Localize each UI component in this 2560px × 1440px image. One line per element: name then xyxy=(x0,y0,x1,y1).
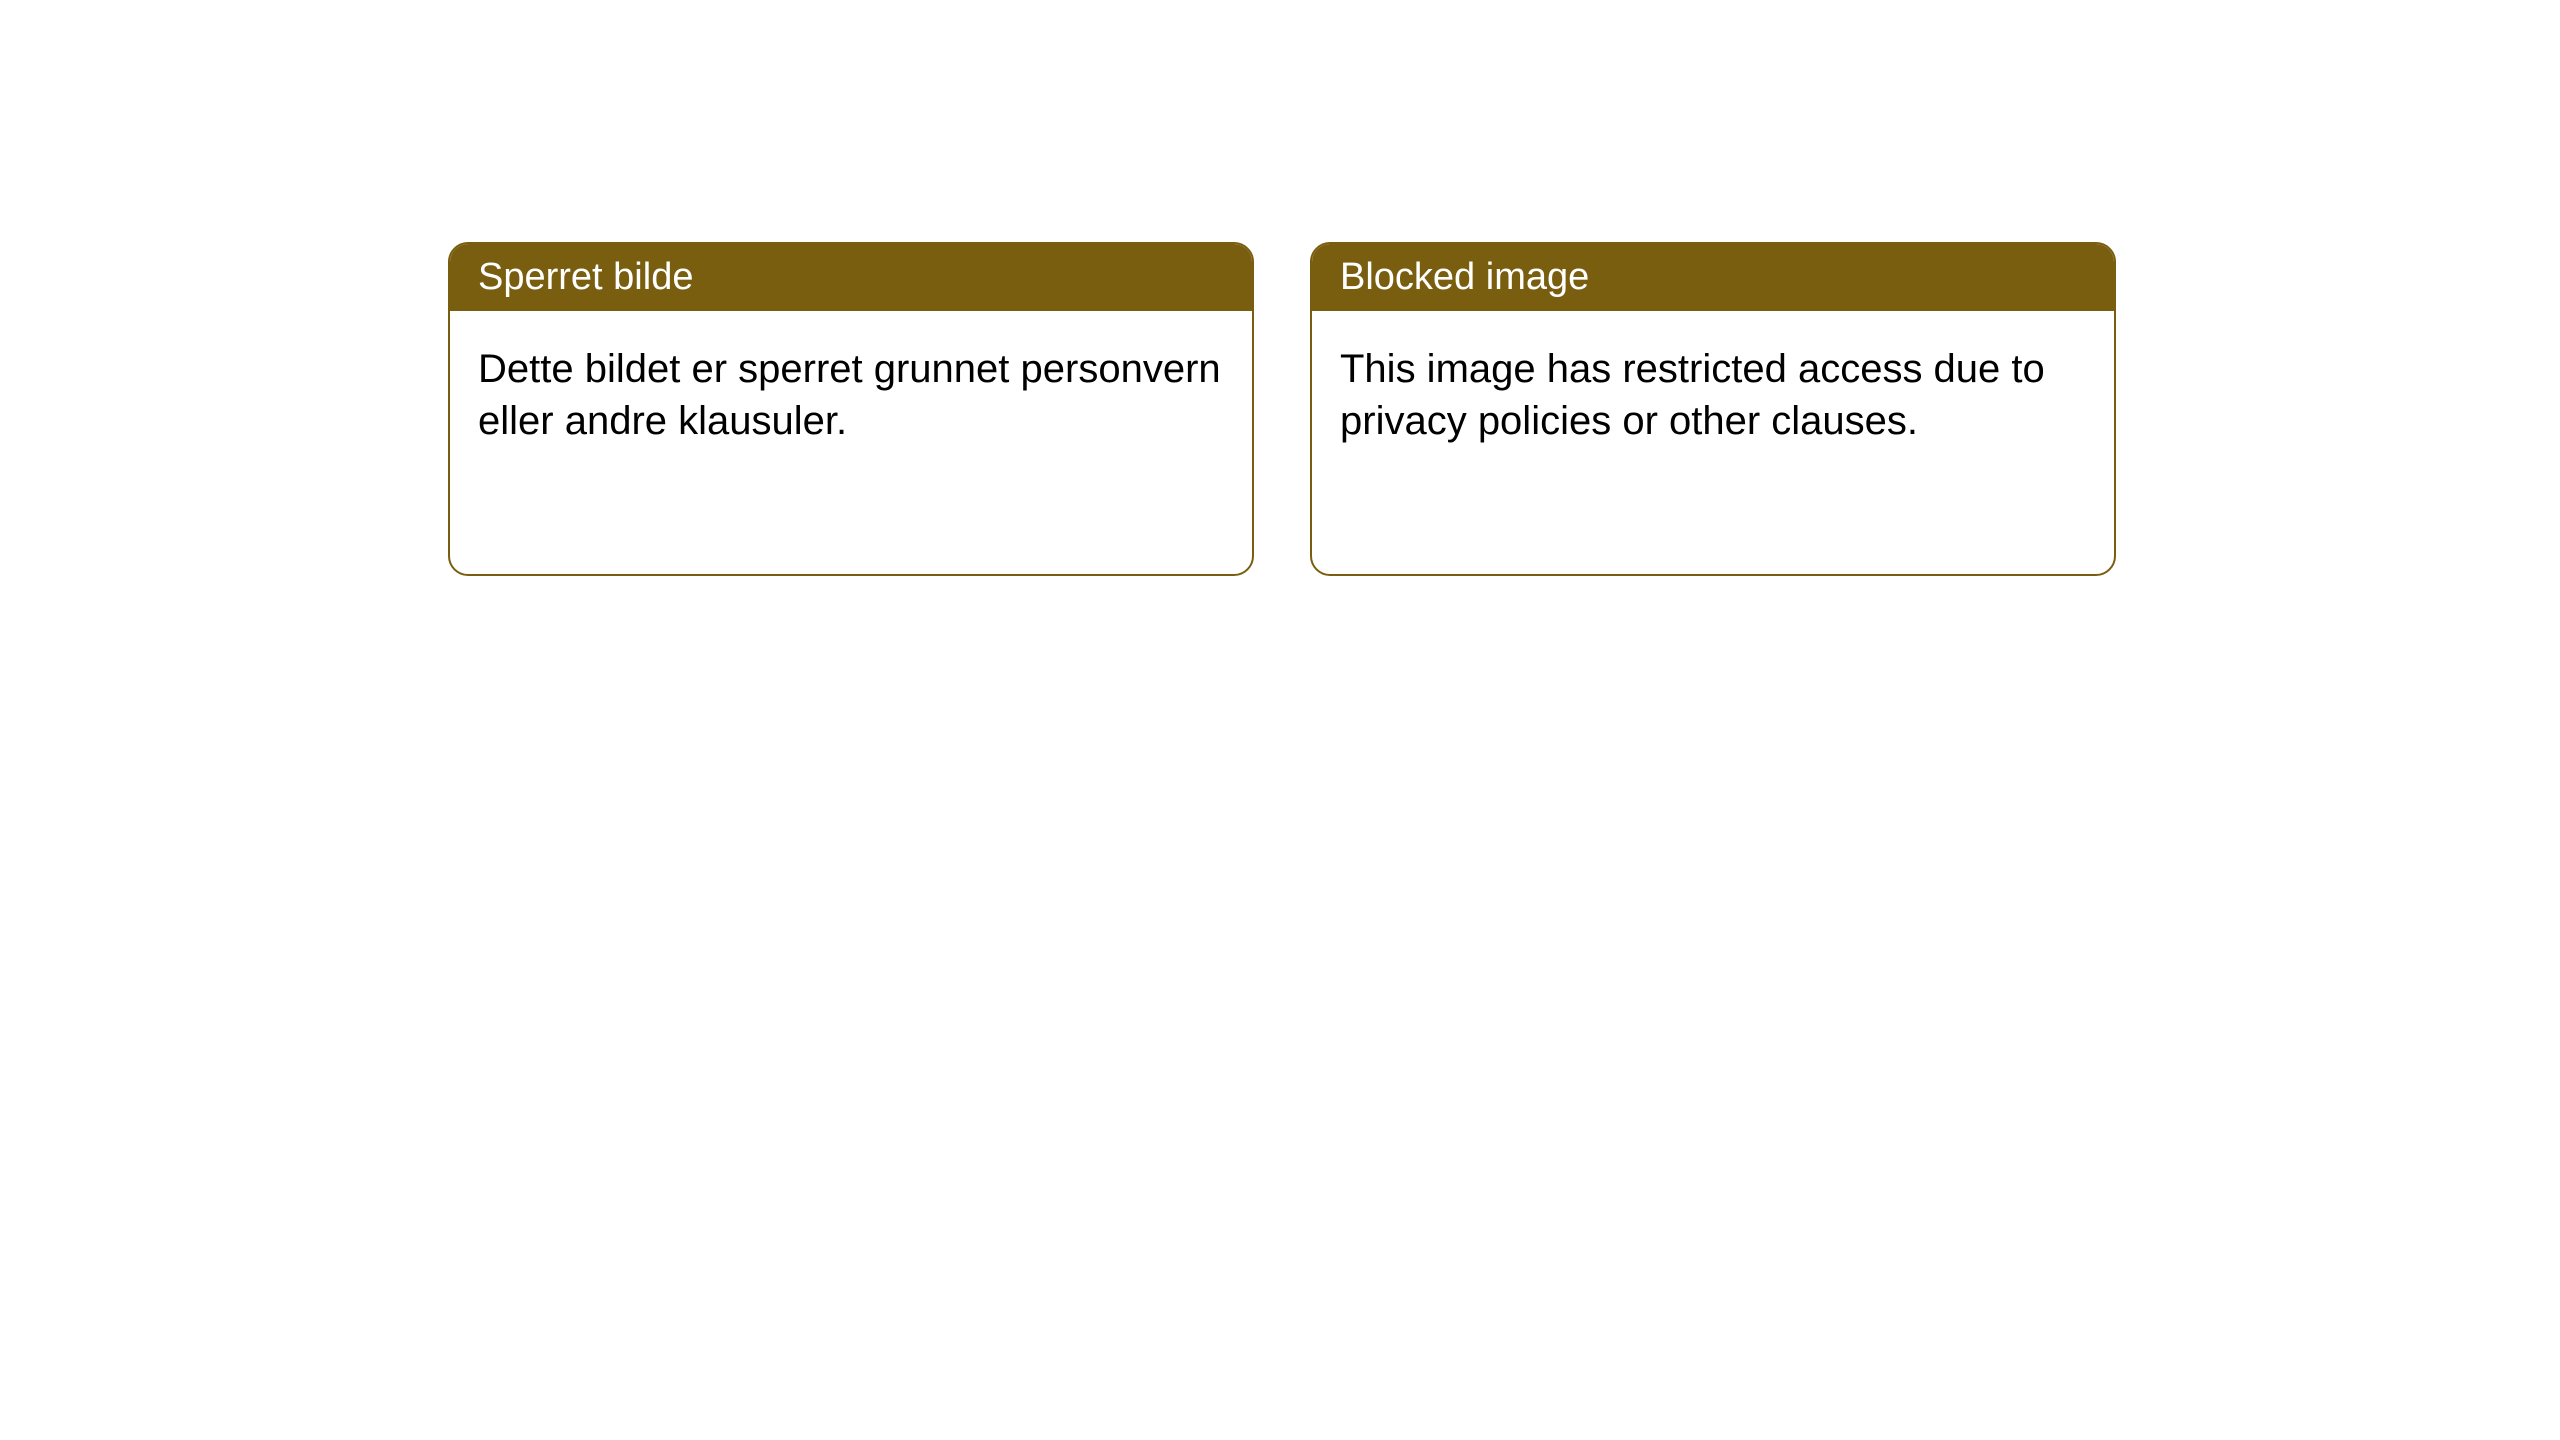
card-message: Dette bildet er sperret grunnet personve… xyxy=(478,347,1221,443)
notice-card-english: Blocked image This image has restricted … xyxy=(1310,242,2116,576)
card-body: This image has restricted access due to … xyxy=(1312,311,2114,479)
card-body: Dette bildet er sperret grunnet personve… xyxy=(450,311,1252,479)
card-message: This image has restricted access due to … xyxy=(1340,347,2045,443)
card-title: Sperret bilde xyxy=(478,256,693,298)
card-header: Blocked image xyxy=(1312,244,2114,311)
card-header: Sperret bilde xyxy=(450,244,1252,311)
card-title: Blocked image xyxy=(1340,256,1589,298)
notice-container: Sperret bilde Dette bildet er sperret gr… xyxy=(448,242,2116,576)
notice-card-norwegian: Sperret bilde Dette bildet er sperret gr… xyxy=(448,242,1254,576)
